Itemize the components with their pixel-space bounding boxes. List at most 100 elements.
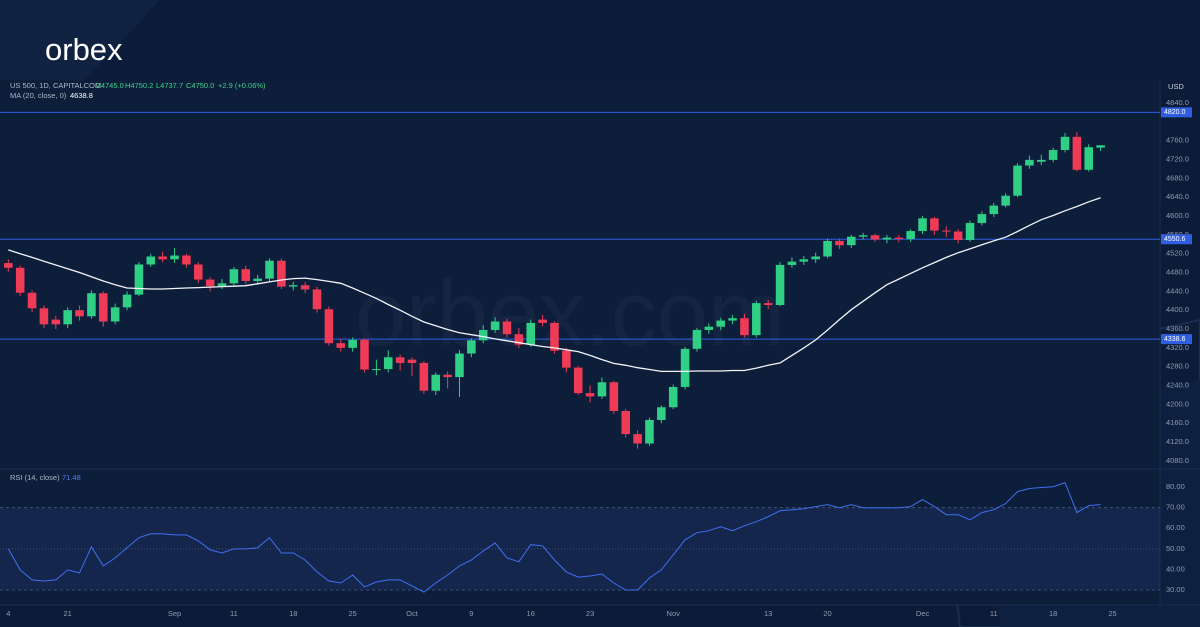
x-tick-label: 18 <box>1049 609 1057 618</box>
x-tick-label: 18 <box>289 609 297 618</box>
candle-body <box>265 260 274 279</box>
y-tick-label: 4160.0 <box>1166 418 1189 427</box>
candle-body <box>704 326 714 330</box>
x-tick-label: 23 <box>586 609 594 618</box>
candle-body <box>1048 150 1058 160</box>
candle-body <box>15 267 25 293</box>
candle-body <box>502 321 512 335</box>
candle-body <box>585 393 595 397</box>
candle-body <box>894 237 904 240</box>
x-tick-label: 11 <box>230 609 238 618</box>
y-tick-label: 4480.0 <box>1166 267 1189 276</box>
y-tick-label: 4360.0 <box>1166 324 1189 333</box>
level-label: 4820.0 <box>1164 109 1186 116</box>
x-tick-label: 9 <box>469 609 473 618</box>
candle-body <box>134 264 144 295</box>
candle-body <box>858 235 868 237</box>
rsi-tick-label: 70.00 <box>1166 503 1185 512</box>
candle-body <box>241 269 251 281</box>
candle-body <box>324 309 334 344</box>
rsi-tick-label: 50.00 <box>1166 544 1185 553</box>
candle-body <box>1096 145 1105 148</box>
candle-body <box>4 263 13 268</box>
y-tick-label: 4400.0 <box>1166 305 1189 314</box>
candle-body <box>158 256 167 260</box>
candle-body <box>692 329 702 349</box>
y-tick-label: 4240.0 <box>1166 381 1189 390</box>
candle-body <box>383 357 393 370</box>
ma-legend-value: 4638.8 <box>70 91 93 100</box>
x-tick-label: Dec <box>916 609 930 618</box>
candle-body <box>965 223 975 240</box>
x-tick-label: 25 <box>348 609 356 618</box>
candle-body <box>870 235 880 240</box>
currency-label: USD <box>1168 82 1184 91</box>
y-tick-label: 4600.0 <box>1166 211 1189 220</box>
candle-body <box>419 362 429 391</box>
ohlc-open: O4745.0 <box>95 81 124 90</box>
candle-body <box>633 434 642 444</box>
candle-body <box>146 256 156 265</box>
candle-body <box>87 293 96 317</box>
candle-body <box>1072 136 1082 170</box>
y-tick-label: 4680.0 <box>1166 173 1189 182</box>
y-tick-label: 4840.0 <box>1166 98 1189 107</box>
y-tick-label: 4440.0 <box>1166 286 1189 295</box>
ohlc-low: L4737.7 <box>156 81 183 90</box>
candle-body <box>823 240 832 257</box>
candle-body <box>1036 159 1046 162</box>
candle-body <box>953 231 963 240</box>
level-label-box <box>1161 234 1192 245</box>
candle-body <box>835 240 844 246</box>
candle-body <box>336 343 346 348</box>
candle-body <box>170 255 179 260</box>
rsi-line <box>7 481 1101 593</box>
x-tick-label: 25 <box>1108 609 1116 618</box>
candle-body <box>443 374 452 378</box>
candle-body <box>752 303 761 336</box>
candle-body <box>1060 136 1070 151</box>
candle-body <box>348 339 357 348</box>
candle-body <box>775 264 785 306</box>
candle-body <box>562 350 571 368</box>
ohlc-close: C4750.0 <box>186 81 214 90</box>
candle-body <box>360 339 369 370</box>
y-tick-label: 4080.0 <box>1166 456 1189 465</box>
candle-body <box>1084 147 1094 170</box>
candle-body <box>597 382 607 397</box>
candle-body <box>288 285 298 287</box>
rsi-tick-label: 60.00 <box>1166 523 1185 532</box>
candle-body <box>467 340 476 354</box>
candle-body <box>1025 159 1034 166</box>
candle-body <box>217 283 227 287</box>
candle-body <box>550 322 559 351</box>
candle-body <box>716 320 725 327</box>
candle-body <box>942 230 951 232</box>
candle-body <box>680 348 690 387</box>
level-label-box <box>1161 334 1192 345</box>
candle-body <box>787 261 797 265</box>
candle-body <box>205 279 215 287</box>
candle-body <box>51 319 61 325</box>
x-tick-label: 13 <box>764 609 772 618</box>
rsi-tick-label: 40.00 <box>1166 564 1185 573</box>
candle-body <box>277 260 286 287</box>
ohlc-change: +2.9 (+0.06%) <box>218 81 266 90</box>
x-tick-label: 11 <box>990 609 998 618</box>
x-tick-label: Nov <box>667 609 681 618</box>
candle-body <box>763 303 773 306</box>
candle-body <box>989 205 999 215</box>
x-tick-label: 4 <box>6 609 10 618</box>
y-tick-label: 4280.0 <box>1166 362 1189 371</box>
candle-body <box>609 382 619 411</box>
y-tick-label: 4760.0 <box>1166 136 1189 145</box>
candle-body <box>431 374 441 391</box>
candle-body <box>478 329 488 341</box>
candle-body <box>229 269 239 284</box>
candle-body <box>407 359 417 363</box>
y-tick-label: 4720.0 <box>1166 154 1189 163</box>
candle-body <box>490 321 500 330</box>
candle-body <box>194 264 203 280</box>
x-tick-label: 20 <box>823 609 831 618</box>
